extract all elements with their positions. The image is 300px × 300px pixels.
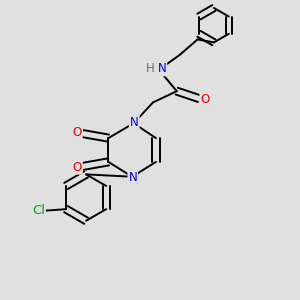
Text: Cl: Cl (32, 204, 45, 217)
Text: O: O (200, 93, 210, 106)
Text: O: O (73, 161, 82, 174)
Text: O: O (73, 126, 82, 139)
Text: N: N (130, 116, 139, 129)
Text: H: H (146, 62, 154, 75)
Text: N: N (128, 171, 137, 184)
Text: N: N (158, 62, 166, 75)
